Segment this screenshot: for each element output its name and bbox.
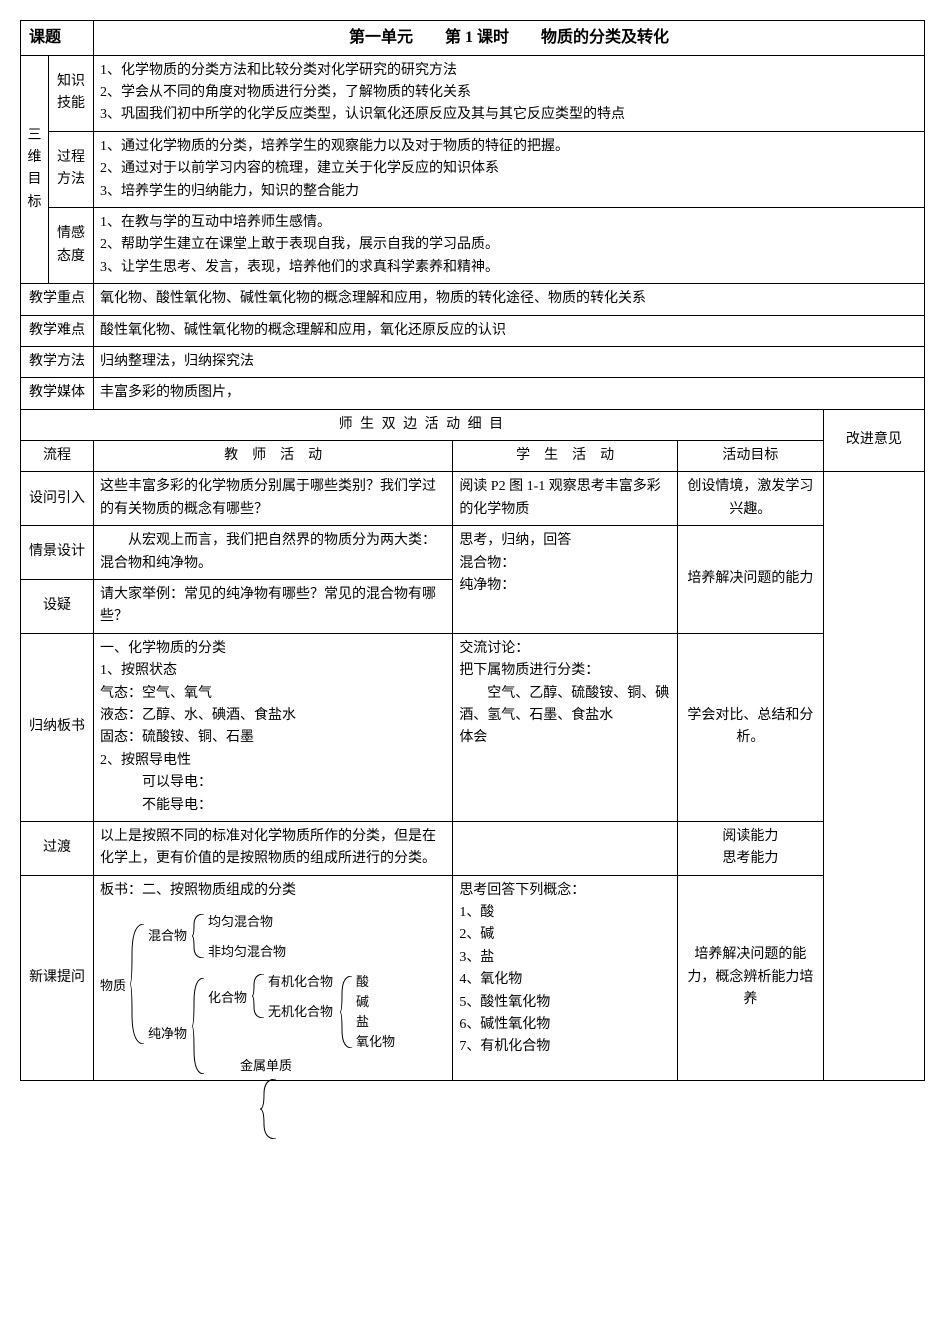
- teach-focus-label: 教学重点: [21, 284, 94, 315]
- activity-header: 师 生 双 边 活 动 细 目: [21, 409, 824, 440]
- teach-method-text: 归纳整理法，归纳探究法: [93, 346, 924, 377]
- teach-diff-label: 教学难点: [21, 315, 94, 346]
- teacher-cell: 以上是按照不同的标准对化学物质所作的分类，但是在化学上，更有价值的是按照物质的组…: [93, 821, 452, 875]
- trailing-bracket: [260, 1079, 925, 1144]
- col-goal: 活动目标: [677, 441, 823, 472]
- goal-attitude-label: 情感态度: [49, 207, 94, 283]
- flow-cell: 过渡: [21, 821, 94, 875]
- teacher-cell: 一、化学物质的分类 1、按照状态 气态：空气、氧气 液态：乙醇、水、碘酒、食盐水…: [93, 633, 452, 821]
- flow-cell: 设问引入: [21, 472, 94, 526]
- teacher-cell: 从宏观上而言，我们把自然界的物质分为两大类：混合物和纯净物。: [93, 526, 452, 580]
- teach-method-label: 教学方法: [21, 346, 94, 377]
- teach-focus-text: 氧化物、酸性氧化物、碱性氧化物的概念理解和应用，物质的转化途径、物质的转化关系: [93, 284, 924, 315]
- title-label: 课题: [21, 21, 94, 56]
- table-row: 归纳板书 一、化学物质的分类 1、按照状态 气态：空气、氧气 液态：乙醇、水、碘…: [21, 633, 925, 821]
- teach-diff-text: 酸性氧化物、碱性氧化物的概念理解和应用，氧化还原反应的认识: [93, 315, 924, 346]
- table-row: 新课提问 板书：二、按照物质组成的分类 物质 混合物 均匀混合物 非均匀混合物 …: [21, 875, 925, 1080]
- student-cell: 思考，归纳，回答 混合物： 纯净物：: [453, 526, 678, 634]
- col-suggest: 改进意见: [823, 409, 924, 472]
- student-cell: 思考回答下列概念： 1、酸 2、碱 3、盐 4、氧化物 5、酸性氧化物 6、碱性…: [453, 875, 678, 1080]
- goals-label: 三维目标: [21, 55, 49, 284]
- table-row: 设问引入 这些丰富多彩的化学物质分别属于哪些类别？我们学过的有关物质的概念有哪些…: [21, 472, 925, 526]
- teacher-cell: 请大家举例：常见的纯净物有哪些？常见的混合物有哪些？: [93, 580, 452, 634]
- goal-knowledge-text: 1、化学物质的分类方法和比较分类对化学研究的研究方法 2、学会从不同的角度对物质…: [93, 55, 924, 131]
- table-row: 情景设计 从宏观上而言，我们把自然界的物质分为两大类：混合物和纯净物。 思考，归…: [21, 526, 925, 580]
- goal-knowledge-label: 知识技能: [49, 55, 94, 131]
- col-student: 学 生 活 动: [453, 441, 678, 472]
- goal-cell: 创设情境，激发学习兴趣。: [677, 472, 823, 526]
- title-content: 第一单元 第 1 课时 物质的分类及转化: [93, 21, 924, 56]
- goal-attitude-text: 1、在教与学的互动中培养师生感情。 2、帮助学生建立在课堂上敢于表现自我，展示自…: [93, 207, 924, 283]
- flow-cell: 情景设计: [21, 526, 94, 580]
- table-row: 过渡 以上是按照不同的标准对化学物质所作的分类，但是在化学上，更有价值的是按照物…: [21, 821, 925, 875]
- student-cell: 阅读 P2 图 1-1 观察思考丰富多彩的化学物质: [453, 472, 678, 526]
- flow-cell: 设疑: [21, 580, 94, 634]
- suggest-cell: [823, 472, 924, 1081]
- flow-cell: 归纳板书: [21, 633, 94, 821]
- goal-cell: 阅读能力 思考能力: [677, 821, 823, 875]
- teacher-cell: 这些丰富多彩的化学物质分别属于哪些类别？我们学过的有关物质的概念有哪些？: [93, 472, 452, 526]
- teach-media-text: 丰富多彩的物质图片，: [93, 378, 924, 409]
- goal-cell: 学会对比、总结和分析。: [677, 633, 823, 821]
- student-cell: 交流讨论： 把下属物质进行分类： 空气、乙醇、硫酸铵、铜、碘酒、氢气、石墨、食盐…: [453, 633, 678, 821]
- goal-process-text: 1、通过化学物质的分类，培养学生的观察能力以及对于物质的特征的把握。 2、通过对…: [93, 131, 924, 207]
- flow-cell: 新课提问: [21, 875, 94, 1080]
- teacher-cell: 板书：二、按照物质组成的分类 物质 混合物 均匀混合物 非均匀混合物 纯净物: [93, 875, 452, 1080]
- lesson-plan-table: 课题 第一单元 第 1 课时 物质的分类及转化 三维目标 知识技能 1、化学物质…: [20, 20, 925, 1081]
- classification-tree: 物质 混合物 均匀混合物 非均匀混合物 纯净物 化合物: [100, 906, 446, 1076]
- col-flow: 流程: [21, 441, 94, 472]
- goal-process-label: 过程方法: [49, 131, 94, 207]
- goal-cell: 培养解决问题的能力，概念辨析能力培养: [677, 875, 823, 1080]
- col-teacher: 教 师 活 动: [93, 441, 452, 472]
- student-cell: [453, 821, 678, 875]
- goal-cell: 培养解决问题的能力: [677, 526, 823, 634]
- teach-media-label: 教学媒体: [21, 378, 94, 409]
